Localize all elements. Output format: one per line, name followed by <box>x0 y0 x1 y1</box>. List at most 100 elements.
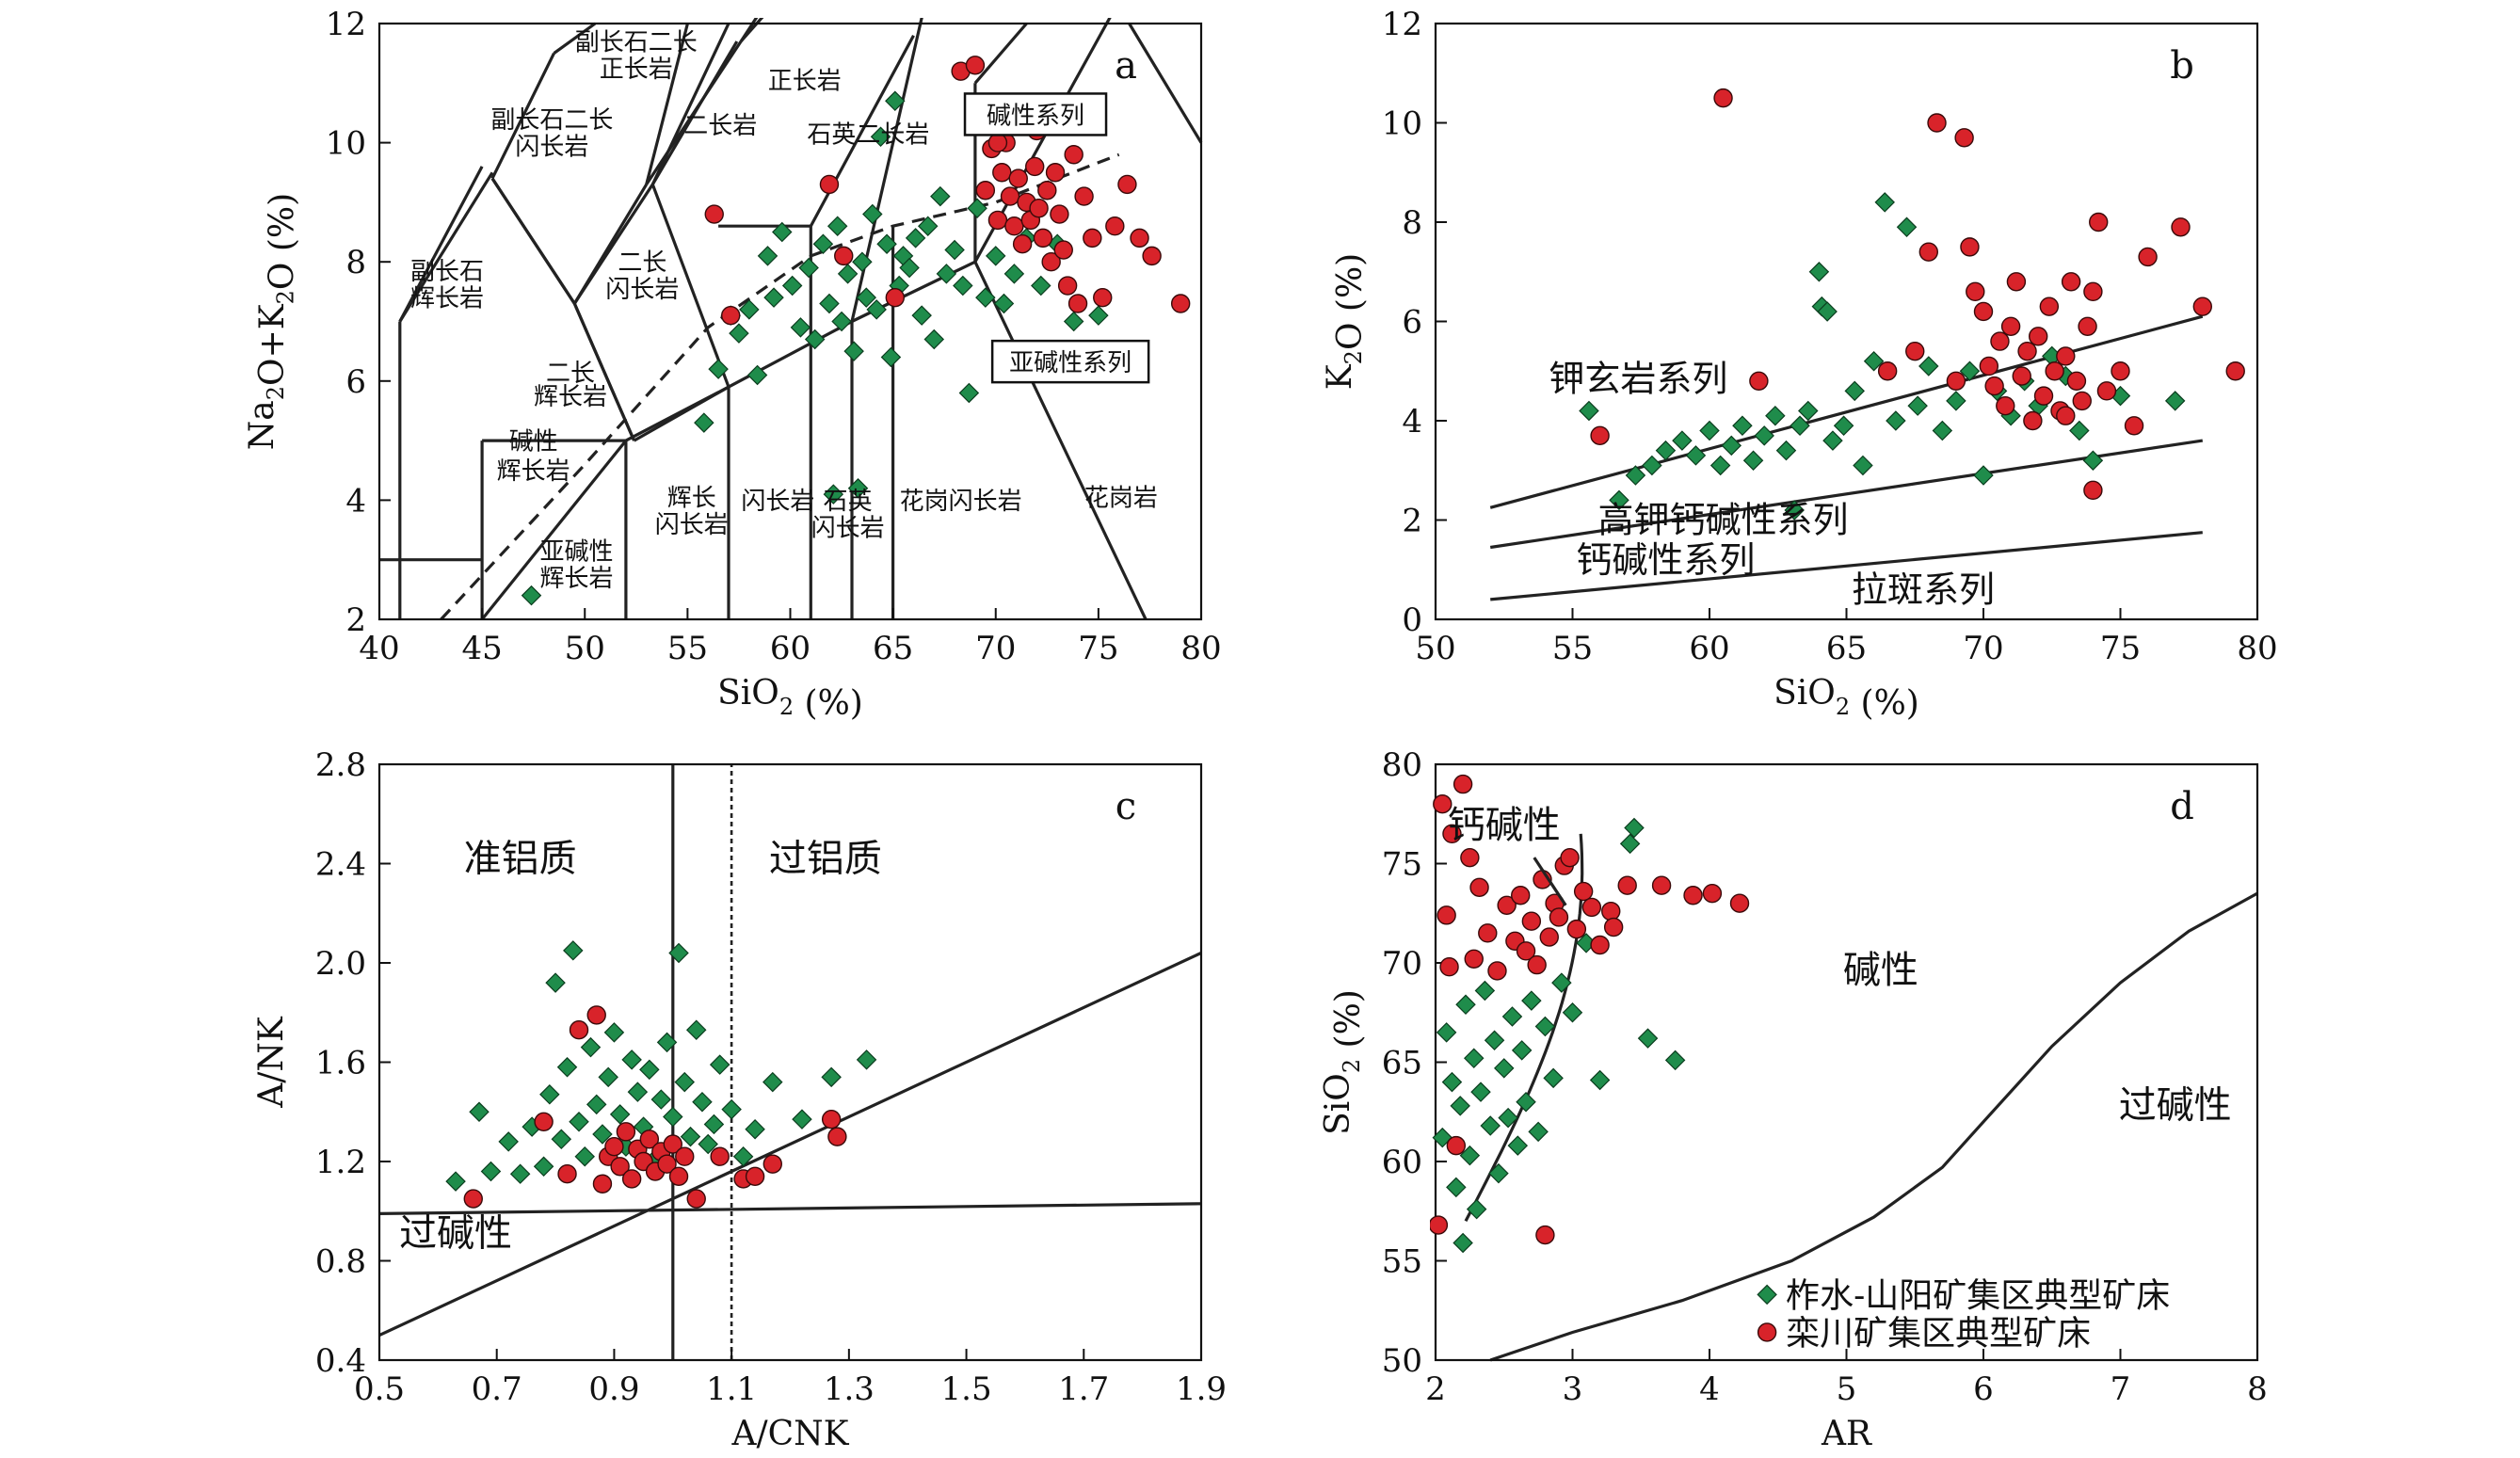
red-circle-point <box>1617 875 1637 895</box>
green-diamond-point <box>1563 1002 1582 1023</box>
green-diamond-point <box>953 276 973 296</box>
field-boundary <box>480 440 628 621</box>
red-circle-point <box>663 1134 682 1154</box>
x-tick-label: 1.5 <box>941 1370 992 1408</box>
red-circle-point <box>1511 886 1531 905</box>
peraluminous-label: 过铝质 <box>769 837 882 880</box>
plot-frame <box>1434 762 2259 1362</box>
green-diamond-point <box>911 305 932 326</box>
panel-b-k2o-sio2-diagram: 50 55 60 65 70 75 80 0 2 4 6 8 10 12 SiO2 (%) K2O (%) b 钾… <box>1321 6 2278 723</box>
field-label: 副长石二长 <box>490 106 613 135</box>
green-diamond-point <box>967 198 987 218</box>
tholeiite-series-label: 拉斑系列 <box>1852 569 1995 611</box>
red-circle-point <box>2096 381 2117 401</box>
y-tick-label: 12 <box>1382 6 1422 43</box>
green-diamond-point <box>692 1092 713 1113</box>
red-circle-point <box>1984 376 2004 396</box>
field-label: 花岗岩 <box>1084 485 1158 513</box>
green-diamond-point <box>986 246 1006 266</box>
field-label: 辉长岩 <box>410 285 484 313</box>
green-diamond-point <box>1642 455 1662 475</box>
green-diamond-point <box>703 1114 724 1134</box>
red-circle-point <box>1549 907 1569 927</box>
green-diamond-point <box>598 1066 618 1087</box>
red-circle-point <box>2033 386 2054 406</box>
red-circle-point <box>621 1169 642 1189</box>
y-tick-label: 10 <box>1382 105 1422 143</box>
x-tick-label: 60 <box>770 630 811 667</box>
classification-fields <box>379 18 1203 621</box>
red-circle-point <box>463 1189 483 1209</box>
series-boundaries <box>1489 314 2204 601</box>
green-diamond-point <box>1918 356 1939 377</box>
red-circle-point <box>2039 296 2060 316</box>
field-label: 闪长岩 <box>811 514 885 542</box>
red-circle-point <box>704 204 724 224</box>
green-diamond-point <box>1721 435 1742 456</box>
red-circle-point <box>1590 425 1610 446</box>
green-diamond-point <box>1710 455 1731 475</box>
data-points <box>522 56 1191 606</box>
red-circle-point <box>1566 919 1587 939</box>
green-diamond-point <box>1754 425 1774 446</box>
x-tick-label: 80 <box>1180 630 1221 667</box>
x-tick-label: 70 <box>1963 630 2003 667</box>
red-circle-point <box>2225 361 2245 381</box>
peralkaline-label: 过碱性 <box>399 1212 512 1256</box>
red-circle-point <box>1057 276 1078 296</box>
calc-alkaline-series-label: 钙碱性系列 <box>1576 539 1755 581</box>
subalkaline-series-box <box>990 339 1150 384</box>
peralkaline-label: 过碱性 <box>2119 1084 2232 1128</box>
x-tick-label: 0.7 <box>472 1370 522 1408</box>
y-tick-label: 6 <box>1402 304 1422 342</box>
y-tick-label: 2.8 <box>315 746 366 784</box>
field-boundary <box>1128 23 1203 144</box>
field-label: 石英 <box>824 488 873 516</box>
red-circle-point <box>1527 954 1547 975</box>
green-diamond-point <box>857 1049 877 1070</box>
y-tick-label: 2.0 <box>315 945 366 983</box>
green-diamond-point <box>694 412 714 433</box>
red-circle-point <box>1478 923 1498 943</box>
red-circle-point <box>992 163 1012 183</box>
red-circle-point <box>2083 281 2103 302</box>
field-boundary <box>398 171 494 323</box>
x-tick-label: 1.7 <box>1058 1370 1109 1408</box>
red-circle-point <box>885 287 906 308</box>
red-circle-point <box>1170 294 1191 313</box>
red-circle-point <box>2023 410 2043 431</box>
green-diamond-point <box>580 1037 601 1058</box>
x-tick-label: 45 <box>461 630 502 667</box>
green-diamond-point <box>762 1072 783 1093</box>
green-diamond-point <box>1946 391 1966 411</box>
green-diamond-point <box>1088 305 1109 326</box>
field-boundary <box>973 261 1148 620</box>
leader-line <box>1533 857 1567 906</box>
x-tick-label: 50 <box>565 630 605 667</box>
green-diamond-point <box>539 1084 560 1105</box>
green-diamond-point <box>627 1081 648 1102</box>
green-diamond-point <box>1450 1096 1470 1116</box>
green-diamond-point <box>1501 1006 1522 1027</box>
green-diamond-point <box>1853 455 1873 475</box>
red-circle-point <box>1439 957 1459 977</box>
alkaline-label: 碱性 <box>1843 949 1918 992</box>
green-diamond-point <box>1480 1115 1501 1136</box>
y-tick-label: 2 <box>1402 503 1422 540</box>
green-diamond-point <box>880 346 901 367</box>
red-circle-point <box>1025 156 1045 177</box>
green-diamond-point <box>1638 1028 1659 1049</box>
red-circle-point <box>1905 341 1925 361</box>
green-diamond-point <box>574 1146 595 1167</box>
red-circle-point <box>2028 327 2048 346</box>
red-circle-point <box>1603 917 1624 937</box>
x-axis-label: A/CNK <box>730 1415 849 1453</box>
x-tick-label: 70 <box>975 630 1016 667</box>
red-circle-point <box>2066 371 2087 391</box>
red-circle-point <box>675 1146 695 1166</box>
red-circle-point <box>2171 217 2191 237</box>
red-circle-point <box>1045 163 1066 183</box>
field-label: 碱性 <box>509 428 558 457</box>
field-label: 辉长岩 <box>497 457 570 486</box>
